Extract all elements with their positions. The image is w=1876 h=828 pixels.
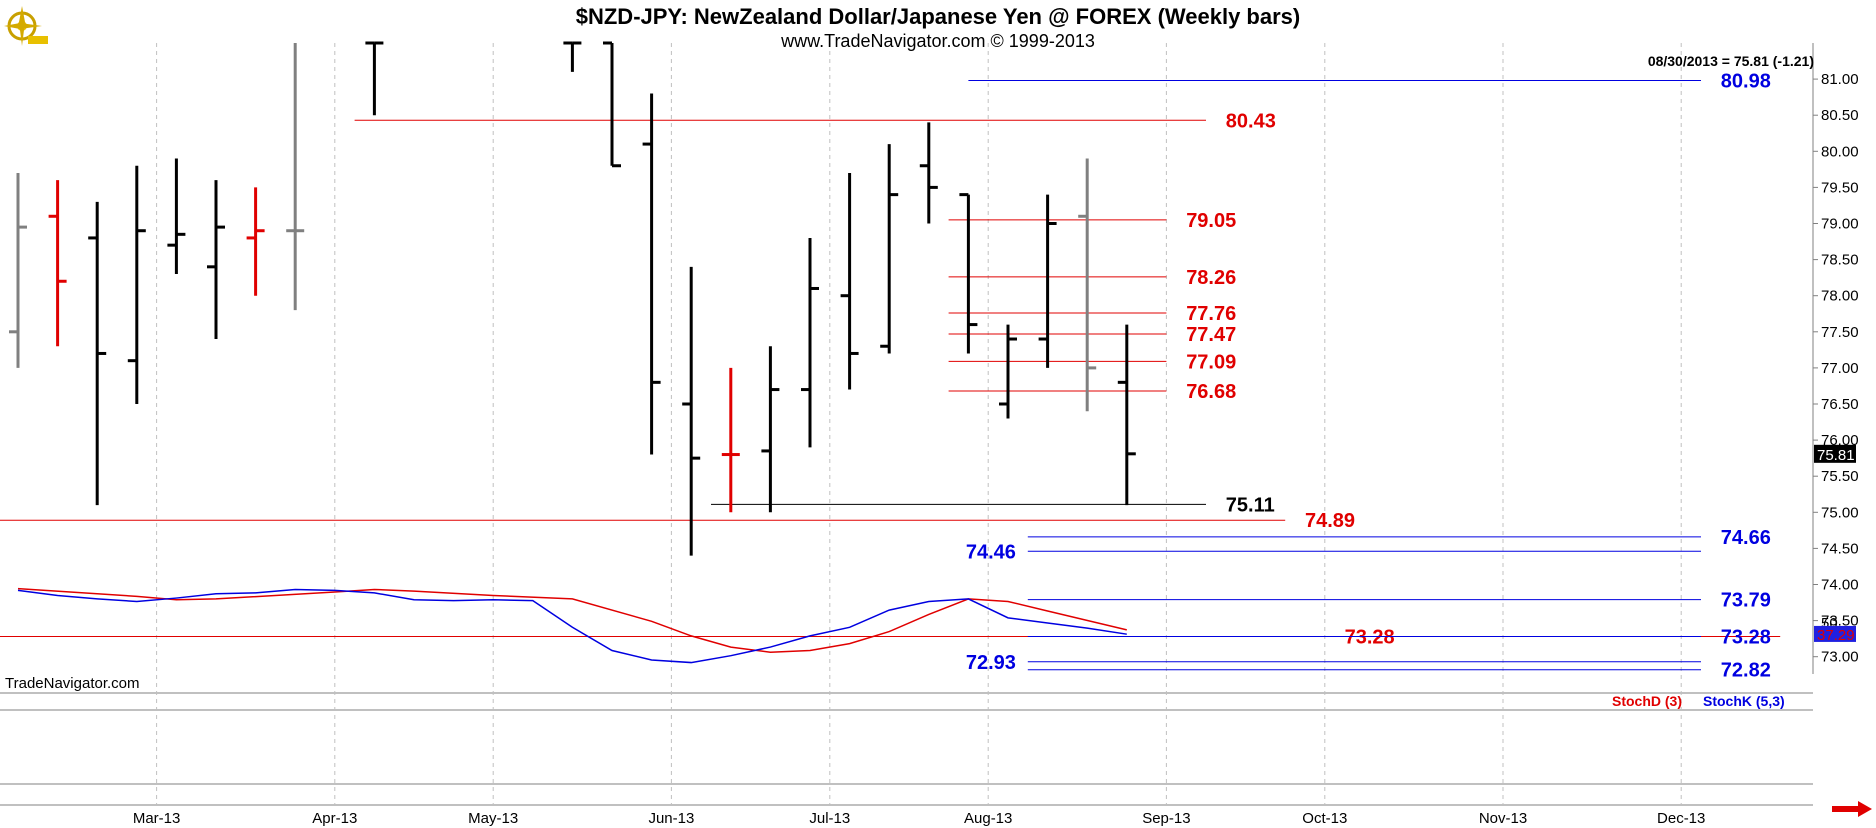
x-tick-label: Oct-13 — [1302, 810, 1347, 827]
y-tick-label: 81.00 — [1821, 71, 1859, 88]
navigator-compass-logo-icon — [2, 2, 52, 50]
level-label: 73.28 — [1721, 626, 1771, 648]
x-tick-label: Mar-13 — [133, 810, 181, 827]
y-tick-label: 73.50 — [1821, 613, 1859, 630]
y-tick-label: 79.50 — [1821, 179, 1859, 196]
level-label: 74.66 — [1721, 527, 1771, 549]
stoch-last-box — [1814, 625, 1856, 642]
x-tick-label: May-13 — [468, 810, 518, 827]
x-tick-label: Sep-13 — [1142, 810, 1190, 827]
level-label: 73.79 — [1721, 590, 1771, 612]
stochd-line — [17, 587, 1127, 653]
y-tick-label: 76.50 — [1821, 396, 1859, 413]
level-label: 76.68 — [1186, 381, 1236, 403]
level-label: 79.05 — [1186, 210, 1236, 232]
x-tick-label: Apr-13 — [312, 810, 357, 827]
x-tick-label: Aug-13 — [964, 810, 1012, 827]
stochk-line — [17, 588, 1127, 664]
y-tick-label: 73.00 — [1821, 649, 1859, 666]
last-quote: 08/30/2013 = 75.81 (-1.21) — [1647, 53, 1814, 69]
level-label: 72.93 — [966, 652, 1016, 674]
level-label: 72.82 — [1721, 660, 1771, 682]
level-label: 75.11 — [1226, 494, 1275, 516]
y-tick-label: 80.00 — [1821, 143, 1859, 160]
stochk-legend: StochK (5,3) — [1703, 693, 1785, 709]
level-label: 74.89 — [1305, 510, 1355, 532]
level-label: 80.43 — [1226, 110, 1276, 132]
level-label: 73.28 — [1345, 626, 1395, 648]
last-price-box — [1814, 444, 1856, 463]
level-label: 77.47 — [1186, 324, 1236, 346]
x-tick-label: Jun-13 — [648, 810, 694, 827]
watermark: TradeNavigator.com — [5, 675, 140, 692]
chart-title: $NZD-JPY: NewZealand Dollar/Japanese Yen… — [575, 4, 1301, 29]
x-tick-label: Dec-13 — [1657, 810, 1705, 827]
level-label: 74.46 — [966, 541, 1016, 563]
y-tick-label: 77.50 — [1821, 324, 1859, 341]
y-tick-label: 79.00 — [1821, 216, 1859, 233]
y-tick-label: 74.00 — [1821, 577, 1859, 594]
level-label: 80.98 — [1721, 71, 1771, 93]
level-label: 77.76 — [1186, 303, 1236, 325]
last-price-label: 75.81 — [1817, 447, 1855, 464]
y-tick-label: 80.50 — [1821, 107, 1859, 124]
y-tick-label: 75.00 — [1821, 504, 1859, 521]
y-tick-label: 74.50 — [1821, 540, 1859, 557]
stochd-legend: StochD (3) — [1612, 693, 1682, 709]
x-tick-label: Jul-13 — [809, 810, 850, 827]
level-label: 78.26 — [1186, 267, 1236, 289]
y-tick-label: 78.00 — [1821, 288, 1859, 305]
y-tick-label: 75.50 — [1821, 468, 1859, 485]
stoch-last-value: 37.29 — [1817, 627, 1855, 644]
level-label: 77.09 — [1186, 351, 1236, 373]
chart-subtitle: www.TradeNavigator.com © 1999-2013 — [781, 31, 1095, 51]
y-tick-label: 77.00 — [1821, 360, 1859, 377]
x-tick-label: Nov-13 — [1479, 810, 1527, 827]
y-tick-label: 78.50 — [1821, 252, 1859, 269]
right-arrow-icon[interactable] — [1832, 801, 1872, 822]
